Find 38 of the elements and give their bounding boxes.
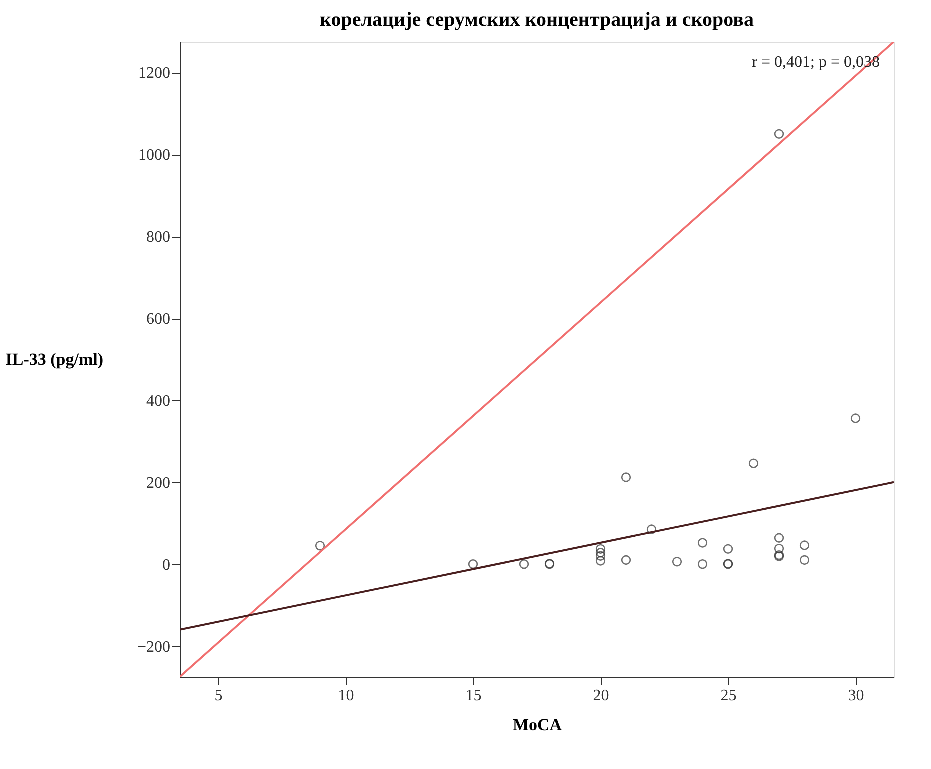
point [774,129,784,139]
point [698,560,708,570]
x-axis-title: MoCA [512,716,563,734]
point [698,538,708,548]
point [748,458,759,468]
x-tick-label: 5 [214,688,223,704]
x-tick-label: 15 [466,688,482,704]
point [596,551,606,561]
y-tick-label: 600 [146,311,170,328]
x-tick-label: 30 [848,688,864,704]
point [596,544,606,554]
point [774,544,784,554]
y-tick-label: 800 [146,229,170,246]
chart-title: корелације серумских концентрација и скорова [320,9,754,31]
point [519,560,530,570]
y-tick-label: 0 [162,556,170,574]
point [672,557,682,567]
x-tick-label: 20 [593,688,610,704]
y-tick-label: −200 [137,638,170,656]
y-tick-label: 400 [146,392,170,410]
y-tick-label: 200 [146,474,170,492]
point [621,472,632,482]
point [774,533,784,543]
point [596,548,606,558]
point [621,555,632,566]
point [596,556,606,566]
point [800,555,810,566]
point [646,524,657,534]
point [850,414,861,424]
y-tick-label: 1000 [138,147,170,164]
y-tick-label: 1200 [138,65,170,82]
x-tick-label: 10 [338,688,354,704]
point [468,560,478,570]
point [315,541,326,551]
point [723,544,734,554]
point [800,540,810,550]
x-tick-label: 25 [720,688,737,704]
y-axis-title: IL-33 (pg/ml) [6,350,104,369]
